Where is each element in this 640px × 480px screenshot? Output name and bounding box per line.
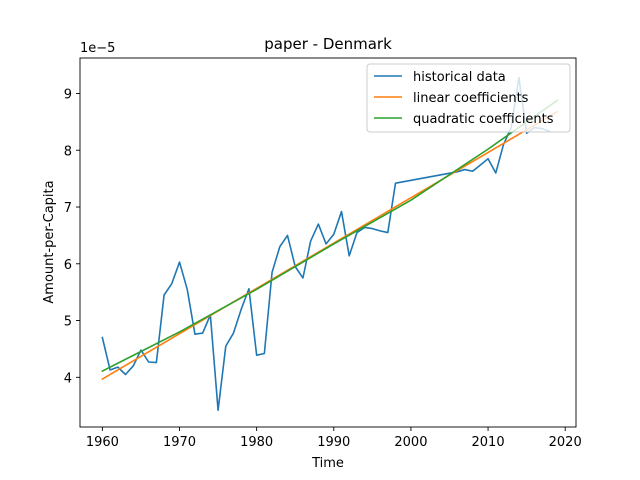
x-tick-label: 1980 xyxy=(240,435,273,450)
chart-title: paper - Denmark xyxy=(264,35,392,53)
legend-label: quadratic coefficients xyxy=(413,112,554,127)
x-axis-ticks: 1960 1970 1980 1990 2000 2010 2020 xyxy=(86,427,582,450)
y-tick-label: 4 xyxy=(64,371,72,386)
y-axis-label: Amount-per-Capita xyxy=(42,180,57,303)
legend-box xyxy=(366,63,571,133)
y-axis-ticks: 4 5 6 7 8 9 xyxy=(64,87,80,386)
x-tick-label: 2010 xyxy=(472,435,505,450)
y-tick-label: 8 xyxy=(64,144,72,159)
y-tick-label: 9 xyxy=(64,87,72,102)
y-tick-label: 5 xyxy=(64,315,72,330)
x-tick-label: 2020 xyxy=(549,435,582,450)
x-axis-label: Time xyxy=(311,456,344,471)
legend-label: historical data xyxy=(413,70,506,85)
series-line-2 xyxy=(101,99,559,373)
y-tick-label: 7 xyxy=(64,201,72,216)
y-offset-label: 1e−5 xyxy=(80,41,115,56)
axes-frame xyxy=(79,57,577,428)
x-tick-label: 1990 xyxy=(317,435,350,450)
x-tick-label: 1960 xyxy=(86,435,119,450)
series-line-0 xyxy=(101,76,551,412)
x-tick-label: 1970 xyxy=(163,435,196,450)
x-tick-label: 2000 xyxy=(394,435,427,450)
legend: historical data linear coefficients quadra… xyxy=(366,63,571,133)
legend-label: linear coefficients xyxy=(413,91,529,106)
y-tick-label: 6 xyxy=(64,258,72,273)
